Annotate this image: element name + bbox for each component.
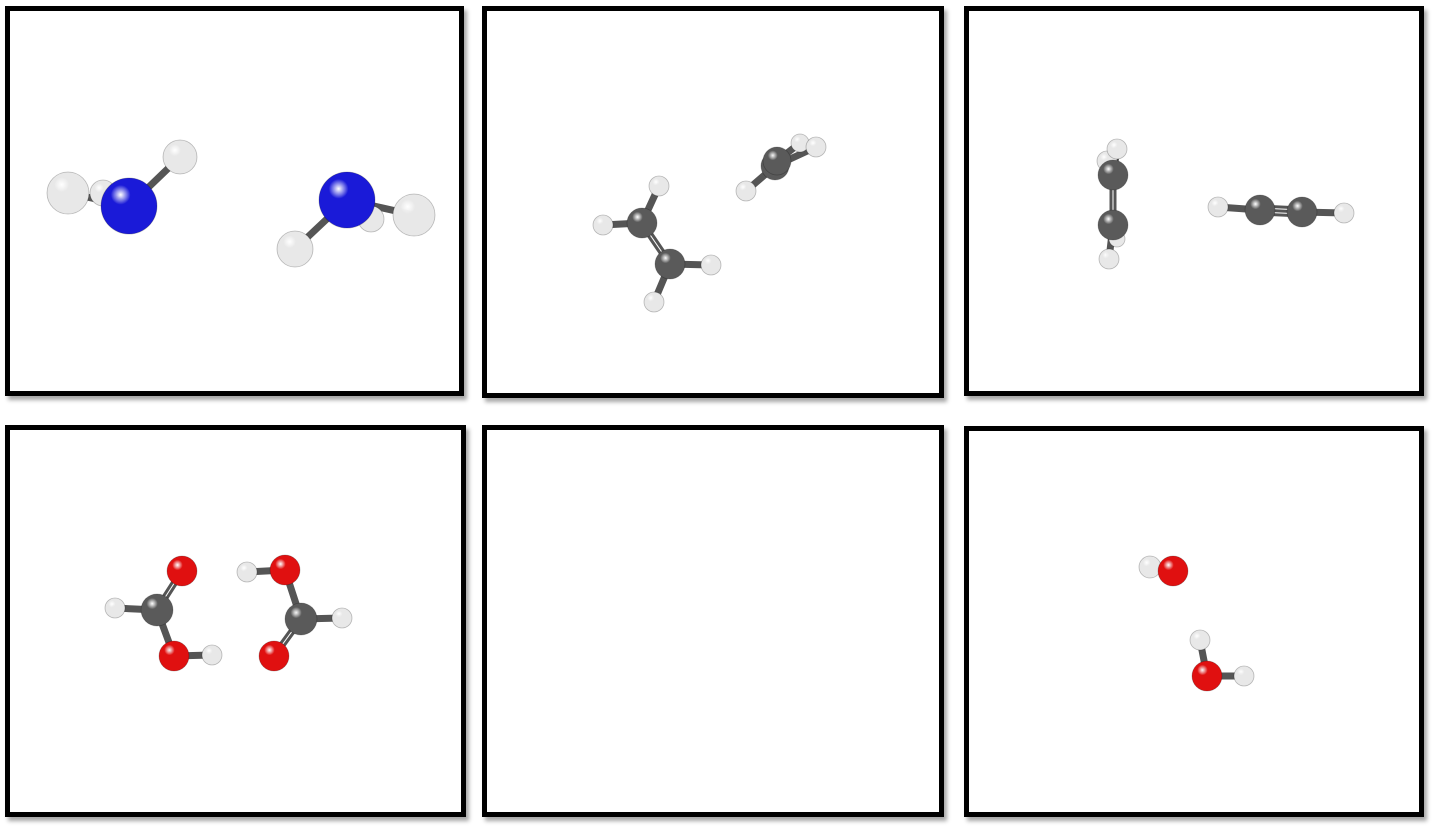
panel-water-dimer [964, 426, 1424, 817]
hydrogen-atom [104, 597, 126, 619]
molecule-canvas [46, 139, 436, 268]
hydrogen-atom [201, 644, 223, 666]
hydrogen-atom [700, 254, 722, 276]
molecule-canvas [1138, 555, 1255, 692]
oxygen-atom [269, 554, 301, 586]
hydrogen-atom [735, 180, 757, 202]
hydrogen-atom [276, 230, 314, 268]
oxygen-atom [258, 640, 290, 672]
oxygen-atom [166, 555, 198, 587]
hydrogen-atom [1207, 196, 1229, 218]
panel-acetylene-ethylene-complex [964, 6, 1424, 396]
carbon-atom [762, 146, 792, 176]
hydrogen-atom [162, 139, 198, 175]
hydrogen-atom [1106, 138, 1128, 160]
carbon-atom [1244, 194, 1276, 226]
hydrogen-atom [648, 175, 670, 197]
hydrogen-atom [1138, 555, 1162, 579]
hydrogen-atom [1189, 629, 1211, 651]
hydrogen-atom [236, 561, 258, 583]
hydrogen-atom [1098, 248, 1120, 270]
hydrogen-atom [1333, 202, 1355, 224]
molecule-canvas [487, 430, 939, 812]
panel-formic-acid-dimer [5, 425, 466, 817]
oxygen-atom [1191, 660, 1223, 692]
hydrogen-atom [46, 171, 90, 215]
hydrogen-atom [643, 291, 665, 313]
hydrogen-atom [331, 607, 353, 629]
panel-ammonia-dimer [5, 6, 464, 396]
nitrogen-atom [100, 177, 158, 235]
panel-methane-dimer [482, 425, 944, 817]
carbon-atom [1097, 159, 1129, 191]
nitrogen-atom [318, 171, 376, 229]
hydrogen-atom [805, 136, 827, 158]
molecule-canvas [592, 133, 827, 313]
hydrogen-atom [592, 214, 614, 236]
carbon-atom [1097, 209, 1129, 241]
molecule-canvas [104, 554, 353, 672]
carbon-atom [140, 593, 174, 627]
carbon-atom [654, 248, 686, 280]
oxygen-atom [158, 640, 190, 672]
hydrogen-atom [392, 193, 436, 237]
carbon-atom [626, 207, 658, 239]
panel-ethylene-dimer [482, 6, 944, 398]
molecule-canvas [1096, 138, 1355, 270]
hydrogen-atom [1233, 665, 1255, 687]
carbon-atom [284, 602, 318, 636]
carbon-atom [1286, 196, 1318, 228]
oxygen-atom [1157, 555, 1189, 587]
